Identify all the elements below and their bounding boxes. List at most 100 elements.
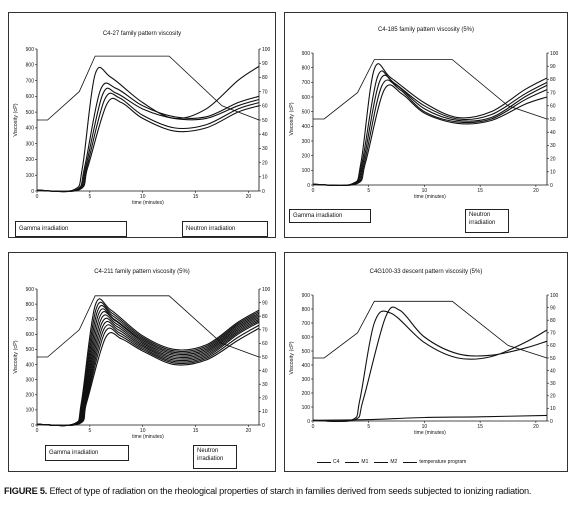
y-tick-label: 0 [31, 189, 34, 195]
y2-tick-label: 70 [262, 328, 268, 334]
y-tick-label: 600 [302, 95, 311, 101]
y2-tick-label: 0 [262, 423, 265, 429]
series-line [36, 311, 260, 427]
y-tick-label: 100 [26, 408, 35, 414]
x-tick-label: 15 [193, 428, 199, 434]
chart-panel-3: C4-211 family pattern viscosity (5%) 0 10… [8, 252, 276, 472]
y-tick-label: 700 [26, 78, 35, 84]
x-tick-label: 0 [36, 194, 39, 200]
legend-item: C4 [317, 459, 339, 465]
chart-svg: 0100200300400500600700800900010203040506… [13, 287, 271, 440]
x-axis-label: time (minutes) [414, 194, 446, 200]
y-tick-label: 800 [26, 63, 35, 69]
y2-tick-label: 40 [262, 132, 268, 138]
y-tick-label: 300 [302, 377, 311, 383]
x-tick-label: 0 [312, 424, 315, 430]
annotation-gamma: Gamma irradiation [45, 445, 129, 461]
series-line [36, 298, 260, 427]
y2-tick-label: 100 [262, 287, 271, 293]
y2-tick-label: 30 [262, 146, 268, 152]
y-tick-label: 900 [26, 47, 35, 53]
y2-tick-label: 10 [262, 175, 268, 181]
series-line [312, 306, 548, 423]
y2-tick-label: 30 [262, 382, 268, 388]
y2-tick-label: 60 [262, 104, 268, 110]
y2-tick-label: 80 [550, 318, 556, 324]
y-tick-label: 100 [302, 405, 311, 411]
y2-tick-label: 100 [262, 47, 271, 53]
y-axis-label: Viscosity (cP) [289, 102, 295, 135]
y2-tick-label: 80 [550, 77, 556, 83]
y-tick-label: 900 [26, 287, 35, 293]
series-line [36, 87, 260, 193]
x-tick-label: 20 [246, 194, 252, 200]
x-tick-label: 5 [88, 194, 91, 200]
y-tick-label: 100 [302, 168, 311, 174]
y2-tick-label: 40 [550, 130, 556, 136]
chart-title: C4-27 family pattern viscosity [102, 31, 182, 37]
y2-tick-label: 0 [550, 183, 553, 189]
series-line [312, 63, 548, 187]
y2-tick-label: 20 [550, 156, 556, 162]
y2-tick-label: 50 [262, 355, 268, 361]
series-line [36, 82, 260, 193]
y-tick-label: 900 [302, 51, 311, 57]
x-tick-label: 5 [367, 424, 370, 430]
series-line [312, 310, 548, 423]
series-line [312, 84, 548, 187]
y2-tick-label: 60 [550, 343, 556, 349]
y2-tick-label: 90 [550, 305, 556, 311]
x-tick-label: 0 [36, 428, 39, 434]
figure-caption: FIGURE 5. Effect of type of radiation on… [4, 486, 531, 496]
y2-tick-label: 100 [550, 51, 559, 57]
series-line [36, 301, 260, 427]
y-tick-label: 400 [302, 124, 311, 130]
x-tick-label: 20 [533, 424, 539, 430]
x-tick-label: 0 [312, 188, 315, 194]
y-tick-label: 200 [302, 391, 311, 397]
y2-tick-label: 90 [262, 300, 268, 306]
series-line [312, 74, 548, 187]
y2-tick-label: 20 [262, 160, 268, 166]
chart-panel-1: C4-27 family pattern viscosity 0 100 200 30… [8, 12, 276, 238]
y-tick-label: 500 [302, 109, 311, 115]
series-line [36, 97, 260, 193]
y-tick-label: 600 [302, 335, 311, 341]
series-line [312, 414, 548, 421]
legend-item: M2 [374, 459, 397, 465]
x-tick-label: 20 [533, 188, 539, 194]
caption-text: Effect of type of radiation on the rheol… [49, 486, 532, 496]
y-tick-label: 300 [26, 377, 35, 383]
x-tick-label: 10 [422, 424, 428, 430]
chart-title: C4-185 family pattern viscosity (5%) [377, 27, 475, 33]
y-tick-label: 500 [26, 347, 35, 353]
annotation-gamma: Gamma irradiation [289, 209, 371, 223]
y2-tick-label: 30 [550, 143, 556, 149]
series-line [312, 79, 548, 187]
x-tick-label: 10 [140, 194, 146, 200]
chart-panel-4: C4G100-33 descent pattern viscosity (5%)… [284, 252, 568, 472]
y-tick-label: 800 [302, 65, 311, 71]
chart-panel-2: C4-185 family pattern viscosity (5%) 0 10… [284, 12, 568, 238]
y-tick-label: 100 [26, 173, 35, 179]
y-tick-label: 500 [26, 110, 35, 116]
y-tick-label: 400 [26, 362, 35, 368]
y2-tick-label: 80 [262, 314, 268, 320]
chart-svg: 0100200300400500600700800900010203040506… [13, 47, 271, 206]
y2-tick-label: 10 [262, 409, 268, 415]
y2-tick-label: 0 [550, 419, 553, 425]
y2-tick-label: 30 [550, 381, 556, 387]
y-tick-label: 700 [302, 80, 311, 86]
legend-item: M1 [345, 459, 368, 465]
y-axis-label: Viscosity (cP) [289, 341, 295, 374]
y-tick-label: 800 [26, 302, 35, 308]
y2-tick-label: 10 [550, 170, 556, 176]
y-tick-label: 0 [307, 419, 310, 425]
y2-tick-label: 40 [550, 368, 556, 374]
y-tick-label: 400 [26, 126, 35, 132]
x-tick-label: 5 [88, 428, 91, 434]
series-line [36, 308, 260, 427]
x-tick-label: 15 [193, 194, 199, 200]
y-tick-label: 300 [302, 139, 311, 145]
y2-tick-label: 50 [262, 118, 268, 124]
